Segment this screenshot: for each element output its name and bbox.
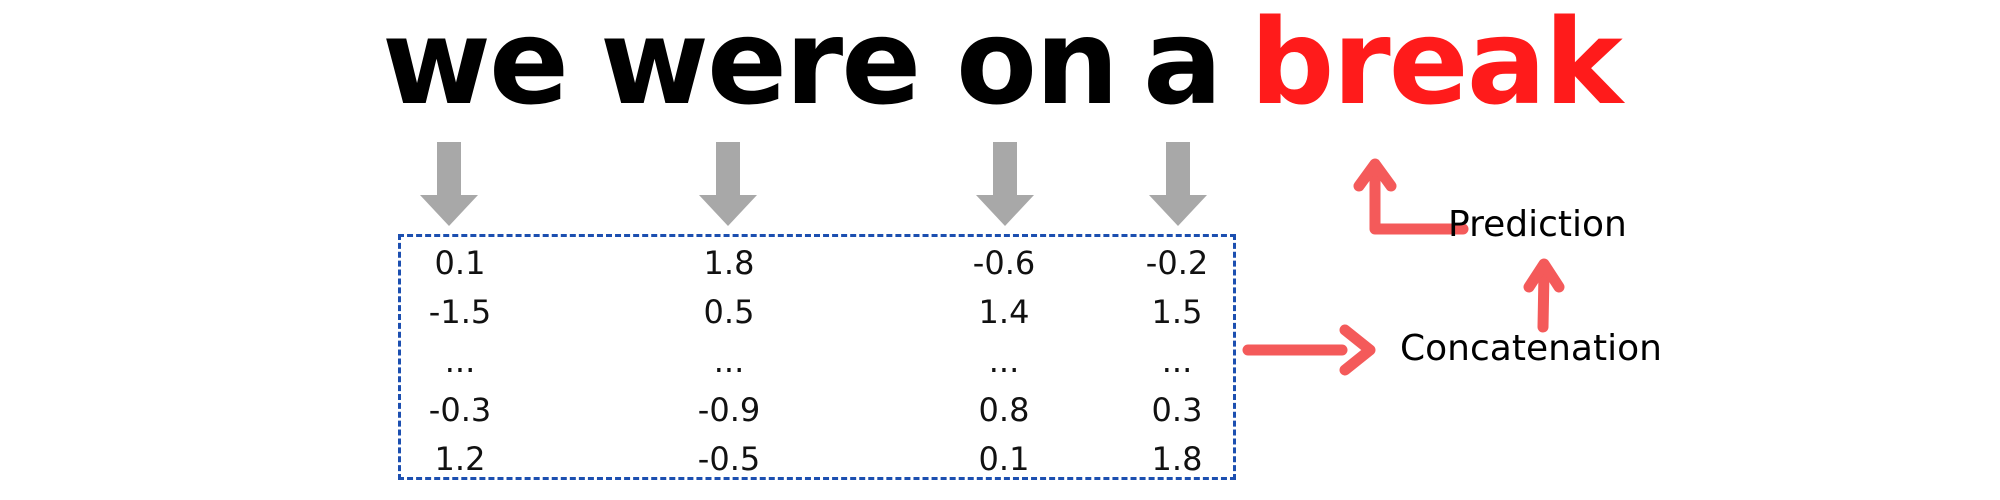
concatenation-label: Concatenation <box>1400 328 1662 369</box>
vector-value: -0.3 <box>428 391 492 429</box>
target-word-break: break <box>1250 0 1623 131</box>
arrow-to-prediction <box>1537 266 1550 333</box>
vector-on: -0.6 1.4 ... 0.8 0.1 <box>924 243 1084 488</box>
arrow-to-break-head <box>1353 158 1397 192</box>
vector-value: 1.5 <box>1151 293 1203 331</box>
arrow-to-prediction-head <box>1523 258 1565 293</box>
down-arrow-a <box>1149 142 1207 226</box>
vector-value: 0.3 <box>1151 391 1203 429</box>
arrow-to-break <box>1369 164 1469 235</box>
vector-value: ... <box>1161 342 1193 380</box>
input-sentence: we were on a break <box>0 0 2000 140</box>
word-a: a <box>1143 0 1223 131</box>
vector-value: ... <box>444 342 476 380</box>
vector-value: 1.2 <box>434 440 486 478</box>
vector-value: ... <box>988 342 1020 380</box>
vector-value: 0.8 <box>978 391 1030 429</box>
vector-value: 1.8 <box>703 244 755 282</box>
vector-value: 0.1 <box>978 440 1030 478</box>
vector-value: ... <box>713 342 745 380</box>
embedding-vectors-box <box>398 234 1236 480</box>
down-arrow-were <box>699 142 757 226</box>
word-on: on <box>956 0 1119 131</box>
vector-were: 1.8 0.5 ... -0.9 -0.5 <box>649 243 809 488</box>
vector-value: -0.6 <box>972 244 1036 282</box>
vector-a: -0.2 1.5 ... 0.3 1.8 <box>1097 243 1257 488</box>
vector-value: -0.2 <box>1145 244 1209 282</box>
vector-value: -1.5 <box>428 293 492 331</box>
vector-value: 0.1 <box>434 244 486 282</box>
vector-we: 0.1 -1.5 ... -0.3 1.2 <box>380 243 540 488</box>
vector-value: 0.5 <box>703 293 755 331</box>
vector-value: -0.5 <box>697 440 761 478</box>
word-we: we <box>382 0 569 131</box>
prediction-label: Prediction <box>1448 204 1627 245</box>
vector-value: -0.9 <box>697 391 761 429</box>
down-arrow-on <box>976 142 1034 226</box>
vector-value: 1.8 <box>1151 440 1203 478</box>
arrow-to-concatenation-head <box>1339 324 1376 376</box>
down-arrow-we <box>420 142 478 226</box>
vector-value: 1.4 <box>978 293 1030 331</box>
word-were: were <box>600 0 921 131</box>
